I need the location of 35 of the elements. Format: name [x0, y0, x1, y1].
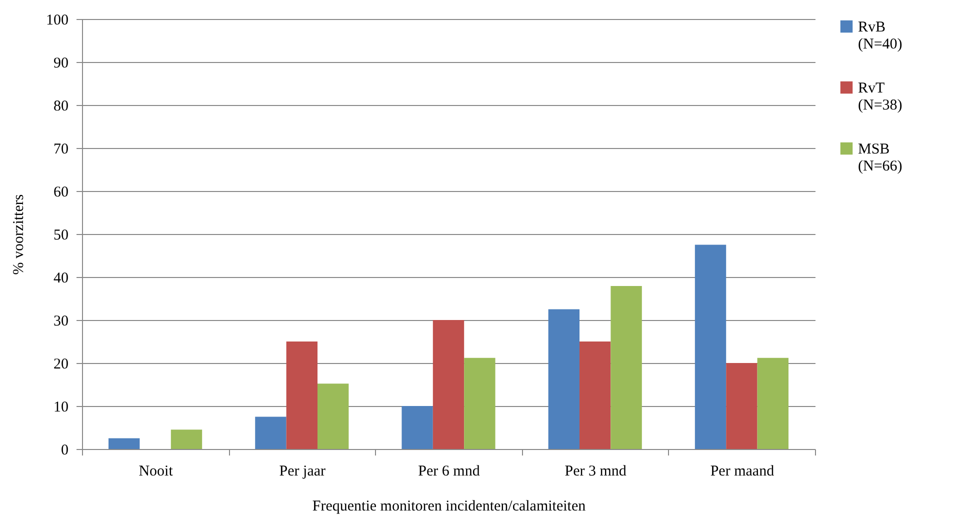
- legend-label: MSB (N=66): [858, 142, 902, 174]
- y-tick-label: 100: [46, 12, 68, 28]
- x-tick-label: Per 3 mnd: [564, 464, 627, 480]
- y-tick-label: 90: [54, 56, 68, 72]
- x-tick-label: Per jaar: [279, 464, 326, 480]
- x-tick-label: Per maand: [710, 464, 775, 480]
- y-tick-label: 30: [54, 314, 68, 330]
- legend-label: RvB (N=40): [858, 20, 902, 52]
- y-tick-label: 20: [54, 356, 68, 372]
- y-tick-label: 10: [54, 400, 68, 416]
- bar: [580, 342, 611, 449]
- x-axis-title: Frequentie monitoren incidenten/calamiteiten: [312, 498, 586, 514]
- bar: [726, 363, 758, 449]
- y-tick-label: 40: [54, 270, 68, 286]
- bar: [108, 438, 140, 449]
- y-tick-label: 0: [61, 442, 68, 458]
- bar: [402, 406, 433, 449]
- x-tick-label: Nooit: [138, 464, 174, 480]
- bar: [548, 309, 580, 449]
- y-tick-label: 50: [54, 228, 68, 244]
- bar: [432, 320, 464, 449]
- bar: [757, 358, 788, 449]
- bar: [170, 430, 202, 449]
- bar: [464, 358, 496, 449]
- legend-label: RvT (N=38): [858, 80, 902, 114]
- bar: [610, 286, 642, 449]
- bar: [286, 342, 318, 449]
- bar: [694, 244, 726, 449]
- y-tick-label: 80: [54, 98, 68, 114]
- y-tick-label: 70: [54, 142, 68, 158]
- bar: [255, 416, 286, 449]
- y-tick-label: 60: [54, 184, 68, 200]
- y-axis-title: % voorzitters: [11, 194, 27, 275]
- x-tick-label: Per 6 mnd: [418, 464, 480, 480]
- bar: [317, 384, 349, 449]
